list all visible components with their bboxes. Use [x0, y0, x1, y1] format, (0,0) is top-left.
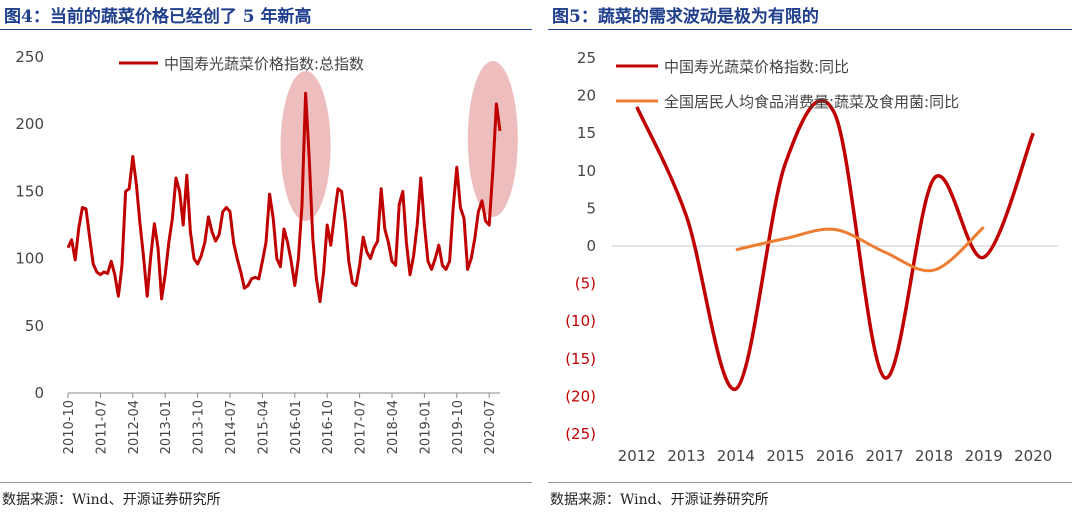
x-tick-label: 2018-04: [386, 400, 401, 454]
legend-label: 全国居民人均食品消费量:蔬菜及食用菌:同比: [664, 93, 959, 111]
y-tick-label: 10: [577, 162, 596, 180]
y-tick-label: 200: [15, 115, 44, 133]
left-title-rule: [0, 29, 532, 30]
x-tick-label: 2011-07: [94, 400, 109, 454]
y-tick-label: 100: [15, 250, 44, 268]
y-tick-label: (15): [565, 350, 596, 368]
x-tick-label: 2018: [915, 447, 953, 465]
y-tick-label: 0: [586, 237, 596, 255]
x-tick-label: 2013-01: [159, 400, 174, 454]
x-tick-label: 2014: [717, 447, 755, 465]
x-tick-label: 2012-04: [127, 400, 142, 454]
y-tick-label: 25: [577, 49, 596, 67]
x-tick-label: 2016-10: [321, 400, 336, 454]
price-index-series-line: [66, 91, 502, 304]
x-tick-label: 2017: [865, 447, 903, 465]
x-tick-label: 2010-10: [62, 400, 77, 454]
x-tick-label: 2013-10: [192, 400, 207, 454]
legend-label: 中国寿光蔬菜价格指数:总指数: [164, 55, 364, 73]
right-source-rule: [548, 482, 1072, 483]
y-tick-label: 150: [15, 182, 44, 200]
y-tick-label: 250: [15, 48, 44, 66]
x-tick-label: 2016-01: [289, 400, 304, 454]
left-source-rule: [0, 482, 532, 483]
y-tick-label: (10): [565, 312, 596, 330]
x-tick-label: 2015: [766, 447, 804, 465]
x-tick-label: 2017-07: [354, 400, 369, 454]
legend-label: 中国寿光蔬菜价格指数:同比: [664, 58, 849, 76]
y-tick-label: 0: [34, 384, 44, 402]
x-tick-label: 2019-01: [418, 400, 433, 454]
x-tick-label: 2019: [965, 447, 1003, 465]
left-figure-title: 图4：当前的蔬菜价格已经创了 5 年新高: [4, 7, 312, 27]
x-tick-label: 2020: [1014, 447, 1052, 465]
x-tick-label: 2013: [667, 447, 705, 465]
x-tick-label: 2015-04: [256, 400, 271, 454]
x-tick-label: 2014-07: [224, 400, 239, 454]
y-tick-label: 15: [577, 124, 596, 142]
highlight-peak-2016: [280, 71, 331, 221]
left-chart: 0 50 100 150 200 250 2010-10 2011-07 2012-04 2013…: [15, 48, 518, 454]
x-tick-label: 2020-07: [483, 400, 498, 454]
y-tick-label: (5): [575, 275, 596, 293]
right-title-rule: [548, 29, 1072, 30]
x-tick-label: 2012: [618, 447, 656, 465]
y-tick-label: 5: [586, 199, 596, 217]
right-figure-panel: 图5：蔬菜的需求波动是极为有限的 25 20 15 10 5 0 (5) (10) (15) (2…: [548, 0, 1080, 514]
x-tick-label: 2016: [816, 447, 854, 465]
right-source-note: 数据来源：Wind、开源证券研究所: [550, 492, 769, 508]
price-yoy-series-line: [635, 98, 1035, 391]
left-source-note: 数据来源：Wind、开源证券研究所: [2, 492, 221, 508]
right-figure-title: 图5：蔬菜的需求波动是极为有限的: [552, 7, 819, 27]
highlight-peak-2020: [467, 61, 518, 217]
consumption-yoy-series-line: [735, 226, 985, 273]
y-tick-label: 20: [577, 87, 596, 105]
left-figure-panel: 图4：当前的蔬菜价格已经创了 5 年新高 0 50 100 150 200 250 2010…: [0, 7, 532, 508]
y-tick-label: 50: [25, 317, 44, 335]
y-tick-label: (20): [565, 387, 596, 405]
y-tick-label: (25): [565, 425, 596, 443]
x-tick-label: 2019-10: [451, 400, 466, 454]
